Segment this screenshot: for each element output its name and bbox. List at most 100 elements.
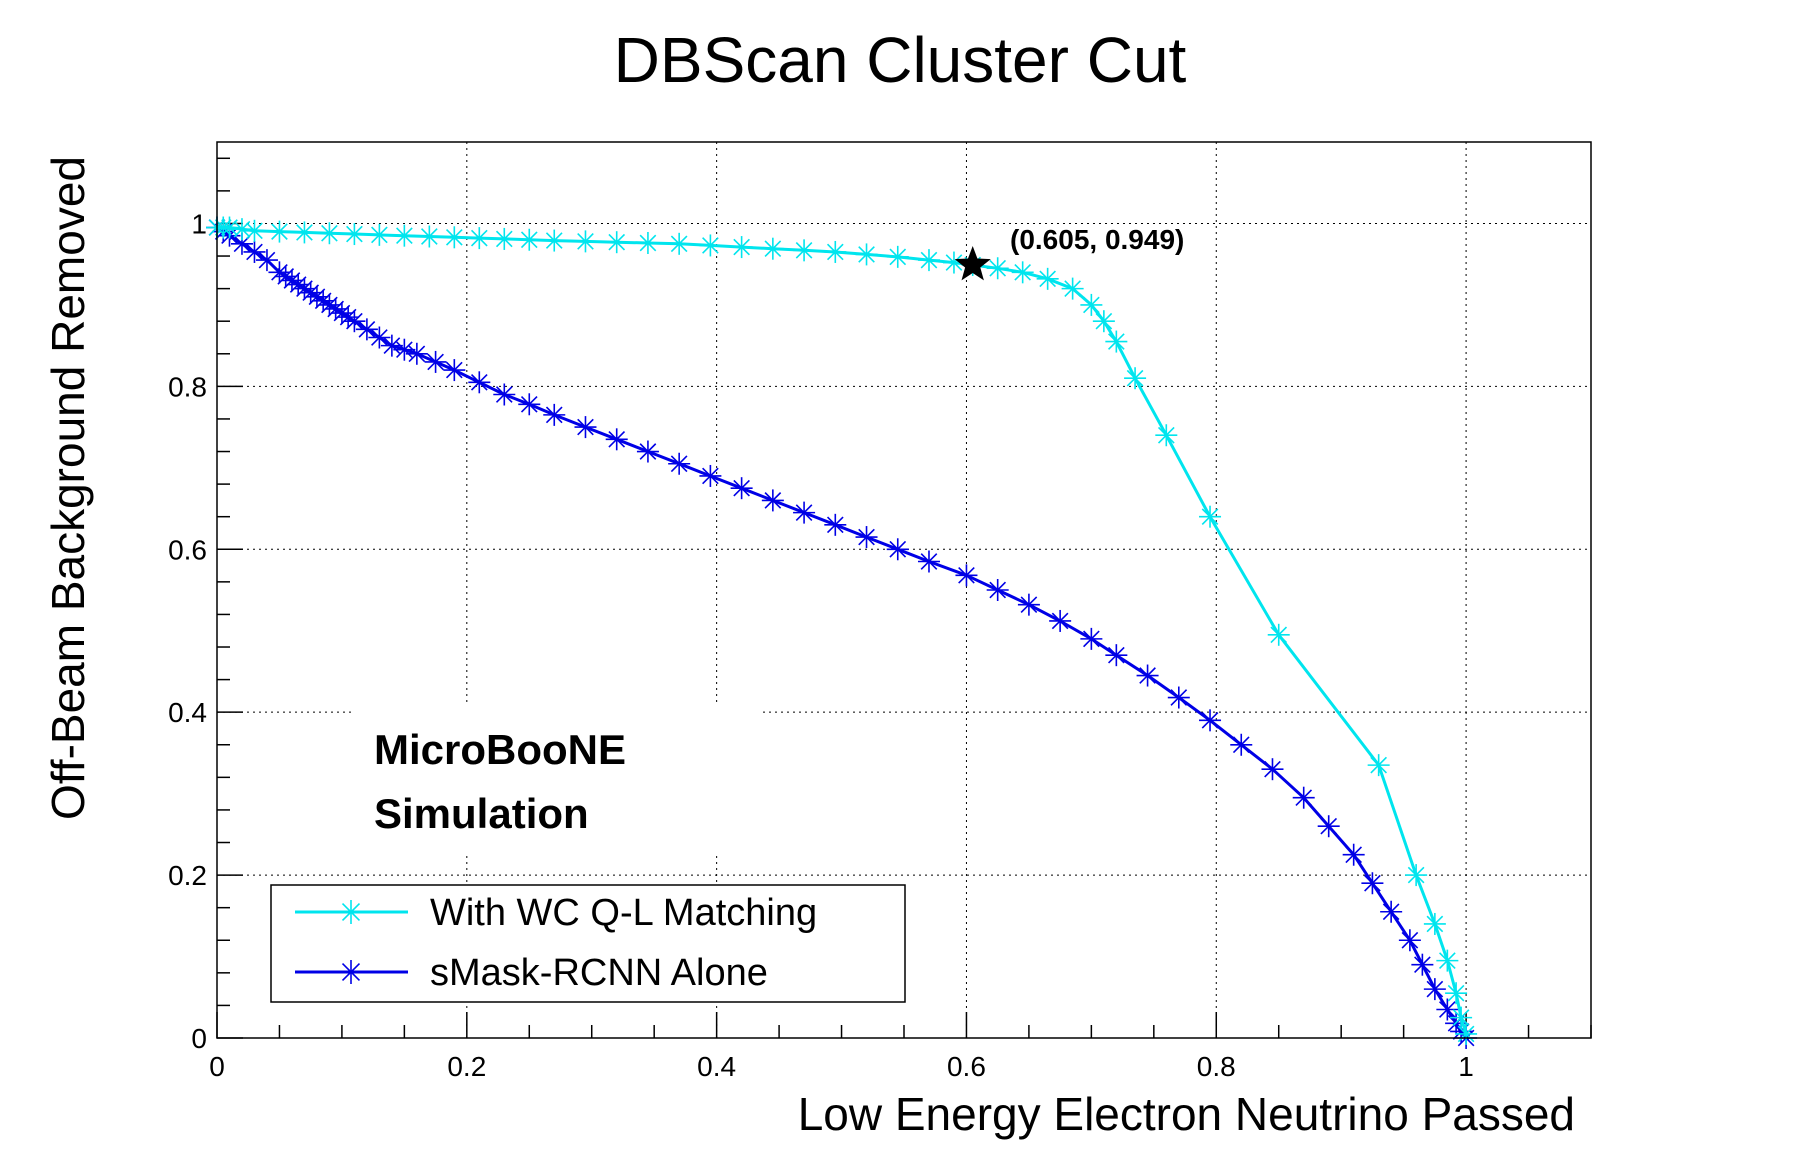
x-tick-label-0: 0 — [209, 1051, 225, 1082]
point-series-0-27 — [886, 245, 909, 268]
point-series-1-42 — [955, 564, 978, 587]
annotation-layer: (0.605, 0.949) — [954, 224, 1184, 281]
point-series-1-59 — [1411, 953, 1434, 976]
point-series-0-33 — [1036, 267, 1059, 290]
point-series-0-5 — [268, 220, 291, 243]
point-series-1-50 — [1199, 709, 1222, 732]
point-series-1-56 — [1361, 872, 1384, 895]
point-series-0-31 — [986, 257, 1009, 280]
point-series-1-24 — [424, 350, 447, 373]
point-series-0-2 — [218, 216, 241, 239]
point-series-0-21 — [699, 234, 722, 257]
point-series-0-26 — [855, 243, 878, 266]
point-series-1-45 — [1049, 609, 1072, 632]
point-series-1-32 — [636, 440, 659, 463]
point-series-1-33 — [668, 452, 691, 475]
point-series-1-37 — [793, 501, 816, 524]
point-series-1-60 — [1423, 978, 1446, 1001]
point-series-0-22 — [730, 236, 753, 259]
point-series-0-44 — [1423, 912, 1446, 935]
point-series-0-20 — [668, 232, 691, 255]
point-series-1-34 — [699, 464, 722, 487]
point-series-1-51 — [1230, 733, 1253, 756]
legend-marker-series-0 — [339, 900, 363, 924]
annotation-label: (0.605, 0.949) — [1010, 224, 1184, 255]
point-series-0-45 — [1436, 949, 1459, 972]
point-series-0-23 — [761, 237, 784, 260]
point-series-1-29 — [543, 403, 566, 426]
point-series-1-35 — [730, 477, 753, 500]
point-series-1-17 — [337, 306, 360, 329]
point-series-1-52 — [1261, 758, 1284, 781]
legend-asterisk-0 — [339, 900, 363, 924]
y-tick-label-0: 0 — [191, 1023, 207, 1054]
point-series-1-36 — [761, 489, 784, 512]
star-marker — [954, 246, 991, 281]
legend-marker-series-1 — [339, 960, 363, 984]
point-series-0-17 — [574, 230, 597, 253]
point-series-0-7 — [318, 222, 341, 245]
watermark-line-2: Simulation — [374, 790, 589, 837]
point-series-1-53 — [1292, 786, 1315, 809]
x-tick-label-3: 0.6 — [947, 1051, 986, 1082]
point-series-1-54 — [1317, 815, 1340, 838]
x-tick-label-2: 0.4 — [697, 1051, 736, 1082]
point-series-1-43 — [986, 579, 1009, 601]
series-layer — [206, 216, 1478, 1049]
point-series-0-13 — [468, 227, 491, 250]
x-tick-label-4: 0.8 — [1197, 1051, 1236, 1082]
x-tick-label-1: 0.2 — [447, 1051, 486, 1082]
point-series-1-58 — [1398, 929, 1421, 952]
point-series-0-18 — [605, 231, 628, 254]
legend: With WC Q-L Matching sMask-RCNN Alone — [270, 884, 906, 1003]
point-series-0-32 — [1011, 261, 1034, 284]
watermark-box: MicroBooNE Simulation — [355, 705, 763, 855]
tick-labels: 0 0.2 0.4 0.6 0.8 1 0 0.2 0.4 0.6 0.8 1 — [168, 208, 1474, 1082]
point-series-0-35 — [1080, 293, 1103, 316]
point-series-1-55 — [1342, 843, 1365, 866]
y-tick-label-1: 0.2 — [168, 860, 207, 891]
legend-label-series-1: sMask-RCNN Alone — [430, 952, 768, 994]
legend-asterisk-1 — [339, 960, 363, 984]
point-series-0-10 — [393, 224, 416, 247]
point-series-1-31 — [605, 428, 628, 451]
x-tick-label-5: 1 — [1458, 1051, 1474, 1082]
point-series-1-61 — [1436, 998, 1459, 1021]
point-series-1-49 — [1167, 686, 1190, 709]
point-series-0-34 — [1061, 277, 1084, 300]
watermark-line-1: MicroBooNE — [374, 726, 626, 773]
legend-label-series-0: With WC Q-L Matching — [430, 892, 817, 934]
point-series-0-41 — [1267, 623, 1290, 646]
point-series-1-9 — [287, 273, 310, 296]
point-series-0-46 — [1445, 982, 1468, 1005]
point-series-0-11 — [418, 225, 441, 248]
point-series-0-3 — [230, 218, 253, 241]
point-series-0-9 — [368, 223, 391, 246]
y-tick-label-5: 1 — [191, 208, 207, 239]
point-series-1-30 — [574, 416, 597, 439]
y-tick-label-2: 0.4 — [168, 697, 207, 728]
point-series-1-26 — [468, 371, 491, 394]
y-tick-label-4: 0.8 — [168, 371, 207, 402]
point-series-1-19 — [355, 318, 378, 341]
point-series-1-39 — [855, 526, 878, 549]
point-series-1-48 — [1136, 664, 1159, 687]
point-series-0-25 — [824, 240, 847, 263]
point-series-1-47 — [1105, 644, 1128, 667]
point-series-1-41 — [917, 550, 940, 573]
point-series-1-28 — [518, 393, 541, 416]
point-series-0-28 — [917, 249, 940, 272]
point-series-0-15 — [518, 228, 541, 251]
point-series-1-25 — [443, 359, 466, 382]
plot-frame — [216, 141, 1592, 1039]
point-series-0-14 — [493, 227, 516, 250]
point-series-1-23 — [405, 342, 428, 365]
chart-title: DBScan Cluster Cut — [614, 24, 1187, 96]
point-series-0-16 — [543, 229, 566, 252]
point-series-1-46 — [1080, 627, 1103, 650]
y-axis-label: Off-Beam Background Removed — [42, 156, 94, 820]
point-series-1-4 — [243, 240, 266, 263]
point-series-0-36 — [1092, 310, 1115, 333]
y-tick-label-3: 0.6 — [168, 534, 207, 565]
